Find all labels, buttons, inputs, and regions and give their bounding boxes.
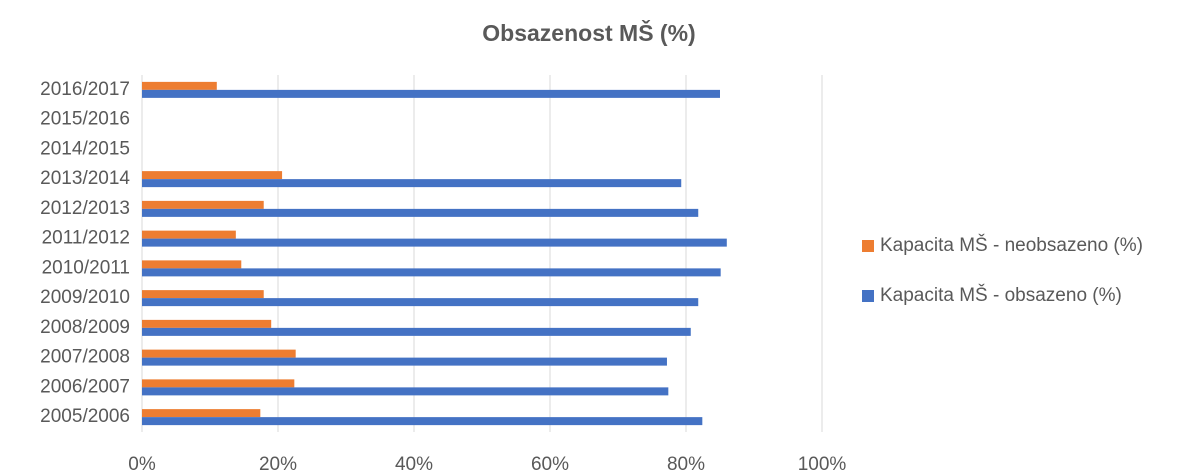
bar — [142, 171, 283, 180]
y-tick-label: 2005/2006 — [40, 406, 130, 427]
x-tick-label: 80% — [667, 454, 705, 471]
y-tick-label: 2009/2010 — [40, 287, 130, 308]
bar — [142, 417, 703, 426]
x-tick-label: 60% — [531, 454, 569, 471]
y-tick-label: 2015/2016 — [40, 109, 130, 130]
y-tick-label: 2011/2012 — [42, 228, 130, 249]
bar — [142, 319, 272, 328]
legend-label: Kapacita MŠ - obsazeno (%) — [880, 284, 1122, 306]
bar — [142, 89, 720, 98]
y-tick-label: 2007/2008 — [40, 347, 130, 368]
bar — [142, 409, 261, 418]
bar — [142, 327, 691, 336]
bar — [142, 268, 721, 277]
bar — [142, 230, 236, 239]
legend-swatch — [862, 290, 874, 302]
legend-swatch — [862, 240, 874, 252]
bar — [142, 260, 242, 269]
x-tick-label: 40% — [395, 454, 433, 471]
bar — [142, 357, 667, 366]
y-tick-label: 2008/2009 — [40, 317, 130, 338]
bar — [142, 349, 296, 358]
bar — [142, 298, 699, 307]
y-tick-label: 2006/2007 — [40, 376, 130, 397]
bar — [142, 387, 669, 396]
bar — [142, 238, 727, 247]
x-tick-label: 20% — [259, 454, 297, 471]
y-tick-label: 2013/2014 — [40, 168, 130, 189]
x-tick-label: 100% — [798, 454, 847, 471]
x-tick-label: 0% — [128, 454, 156, 471]
bar — [142, 208, 699, 217]
bar — [142, 81, 217, 90]
y-tick-label: 2010/2011 — [42, 257, 130, 278]
chart-title: Obsazenost MŠ (%) — [482, 19, 695, 46]
y-tick-label: 2016/2017 — [40, 79, 130, 100]
bar — [142, 179, 682, 188]
bar — [142, 200, 264, 209]
y-tick-label: 2014/2015 — [40, 138, 130, 159]
bar — [142, 379, 295, 388]
legend-label: Kapacita MŠ - neobsazeno (%) — [880, 234, 1143, 256]
y-tick-label: 2012/2013 — [40, 198, 130, 219]
bar — [142, 290, 264, 299]
